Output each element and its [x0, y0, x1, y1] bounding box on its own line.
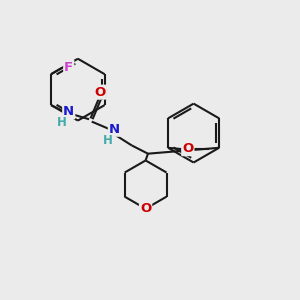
Text: O: O — [140, 202, 151, 215]
Text: H: H — [57, 116, 67, 129]
Text: O: O — [182, 142, 194, 155]
Text: N: N — [63, 105, 74, 119]
Text: H: H — [102, 134, 112, 147]
Text: F: F — [64, 61, 73, 74]
Text: N: N — [109, 123, 120, 136]
Text: O: O — [94, 85, 105, 99]
